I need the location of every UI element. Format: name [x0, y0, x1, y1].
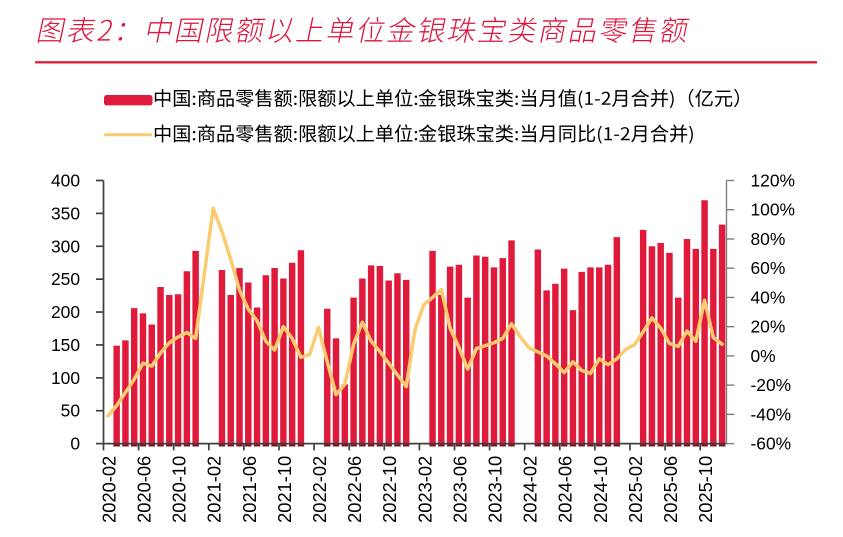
svg-text:50: 50	[61, 401, 80, 421]
svg-text:2025-06: 2025-06	[660, 456, 681, 523]
svg-text:250: 250	[51, 269, 80, 289]
svg-text:2020-06: 2020-06	[133, 456, 154, 523]
svg-text:2021-10: 2021-10	[274, 456, 295, 523]
svg-text:350: 350	[51, 203, 80, 223]
svg-text:2022-10: 2022-10	[379, 456, 400, 523]
svg-text:0%: 0%	[751, 346, 776, 366]
svg-text:60%: 60%	[751, 258, 786, 278]
svg-text:2021-06: 2021-06	[239, 456, 260, 523]
svg-text:2021-02: 2021-02	[204, 456, 225, 523]
svg-text:400: 400	[51, 171, 80, 191]
svg-text:20%: 20%	[751, 317, 786, 337]
svg-text:-60%: -60%	[751, 434, 792, 454]
svg-text:-40%: -40%	[751, 404, 792, 424]
svg-text:40%: 40%	[751, 287, 786, 307]
svg-text:200: 200	[51, 302, 80, 322]
svg-text:2024-10: 2024-10	[590, 456, 611, 523]
svg-text:2023-10: 2023-10	[484, 456, 505, 523]
svg-text:100%: 100%	[751, 200, 795, 220]
svg-text:2025-10: 2025-10	[695, 456, 716, 523]
svg-text:2022-06: 2022-06	[344, 456, 365, 523]
svg-text:100: 100	[51, 368, 80, 388]
svg-text:2024-06: 2024-06	[555, 456, 576, 523]
svg-text:2025-02: 2025-02	[625, 456, 646, 523]
svg-text:-20%: -20%	[751, 375, 792, 395]
svg-text:2020-10: 2020-10	[169, 456, 190, 523]
svg-text:150: 150	[51, 335, 80, 355]
svg-text:300: 300	[51, 236, 80, 256]
svg-text:2022-02: 2022-02	[309, 456, 330, 523]
svg-text:2024-02: 2024-02	[520, 456, 541, 523]
svg-text:2020-02: 2020-02	[98, 456, 119, 523]
svg-text:0: 0	[70, 434, 80, 454]
svg-text:2023-06: 2023-06	[449, 456, 470, 523]
svg-text:2023-02: 2023-02	[414, 456, 435, 523]
svg-text:120%: 120%	[751, 171, 795, 191]
svg-text:80%: 80%	[751, 229, 786, 249]
